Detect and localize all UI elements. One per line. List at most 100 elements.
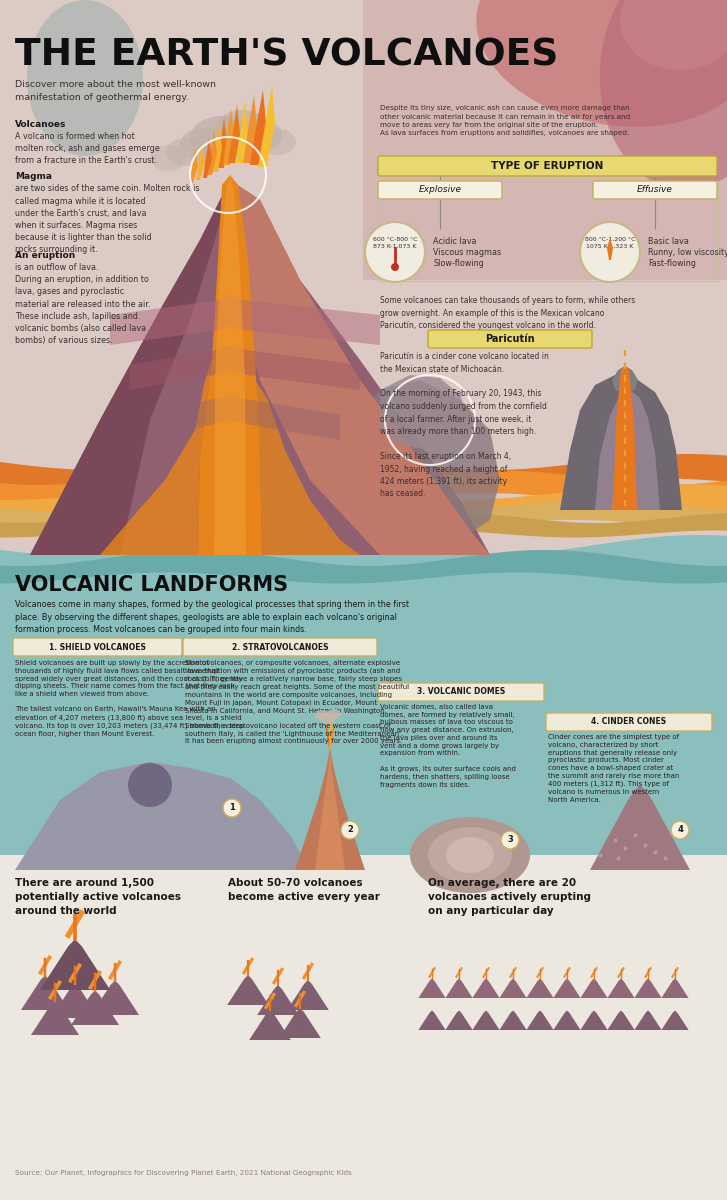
Text: 2: 2 xyxy=(347,826,353,834)
Text: On average, there are 20
volcanoes actively erupting
on any particular day: On average, there are 20 volcanoes activ… xyxy=(428,878,591,916)
Text: Some volcanoes can take thousands of years to form, while others
grow overnight.: Some volcanoes can take thousands of yea… xyxy=(380,296,635,330)
Polygon shape xyxy=(499,1010,526,1030)
Polygon shape xyxy=(198,175,262,554)
Text: VOLCANIC LANDFORMS: VOLCANIC LANDFORMS xyxy=(15,575,288,595)
Circle shape xyxy=(128,763,172,806)
Ellipse shape xyxy=(260,128,296,155)
Polygon shape xyxy=(612,480,614,510)
Polygon shape xyxy=(340,380,500,545)
Polygon shape xyxy=(203,138,212,178)
Circle shape xyxy=(391,263,399,271)
FancyBboxPatch shape xyxy=(428,330,592,348)
Polygon shape xyxy=(236,100,248,163)
Polygon shape xyxy=(0,565,727,880)
Polygon shape xyxy=(257,985,299,1015)
Text: Fast-flowing: Fast-flowing xyxy=(648,259,696,268)
Text: 3. VOLCANIC DOMES: 3. VOLCANIC DOMES xyxy=(417,688,505,696)
Polygon shape xyxy=(607,238,613,260)
Circle shape xyxy=(580,222,640,282)
Polygon shape xyxy=(30,180,230,554)
Polygon shape xyxy=(30,180,490,554)
Text: Cinder cones are the simplest type of
volcano, characterized by short
eruptions : Cinder cones are the simplest type of vo… xyxy=(548,734,680,803)
Ellipse shape xyxy=(27,0,143,156)
Polygon shape xyxy=(208,130,217,175)
Polygon shape xyxy=(51,984,99,1018)
FancyBboxPatch shape xyxy=(378,181,502,199)
Ellipse shape xyxy=(620,0,727,70)
Polygon shape xyxy=(218,118,227,168)
Polygon shape xyxy=(223,108,234,164)
Polygon shape xyxy=(40,940,111,990)
Text: 2. STRATOVOLCANOES: 2. STRATOVOLCANOES xyxy=(232,642,329,652)
Polygon shape xyxy=(526,1010,553,1030)
Polygon shape xyxy=(590,785,690,870)
Text: THE EARTH'S VOLCANOES: THE EARTH'S VOLCANOES xyxy=(15,38,558,74)
Text: Explosive: Explosive xyxy=(419,186,462,194)
Polygon shape xyxy=(635,978,662,998)
Polygon shape xyxy=(228,104,240,163)
Polygon shape xyxy=(15,762,310,870)
Polygon shape xyxy=(607,1010,635,1030)
Text: 4. CINDER CONES: 4. CINDER CONES xyxy=(592,718,667,726)
Text: 600 °C-800 °C
873 K-1,073 K: 600 °C-800 °C 873 K-1,073 K xyxy=(373,236,417,248)
Text: is an outflow of lava.
During an eruption, in addition to
lava, gases and pyrocl: is an outflow of lava. During an eruptio… xyxy=(15,263,150,346)
Polygon shape xyxy=(0,535,727,580)
Text: Slow-flowing: Slow-flowing xyxy=(433,259,483,268)
Polygon shape xyxy=(635,1010,662,1030)
FancyBboxPatch shape xyxy=(378,156,717,176)
Polygon shape xyxy=(130,346,360,390)
Polygon shape xyxy=(287,980,329,1010)
Polygon shape xyxy=(21,976,69,1010)
Polygon shape xyxy=(228,976,269,1006)
Polygon shape xyxy=(250,90,266,164)
Ellipse shape xyxy=(216,110,268,146)
Polygon shape xyxy=(150,395,340,440)
Polygon shape xyxy=(258,85,275,167)
Polygon shape xyxy=(100,360,212,554)
Text: 4: 4 xyxy=(677,826,683,834)
Polygon shape xyxy=(295,748,365,870)
Ellipse shape xyxy=(180,128,228,162)
FancyBboxPatch shape xyxy=(183,638,377,656)
Polygon shape xyxy=(279,1008,321,1038)
Polygon shape xyxy=(580,1010,608,1030)
Text: Acidic lava: Acidic lava xyxy=(433,236,476,246)
Polygon shape xyxy=(0,0,727,600)
Polygon shape xyxy=(613,366,637,510)
Polygon shape xyxy=(0,550,727,583)
Circle shape xyxy=(501,830,519,850)
Polygon shape xyxy=(213,122,222,172)
Polygon shape xyxy=(595,390,660,510)
Text: Despite its tiny size, volcanic ash can cause even more damage than
other volcan: Despite its tiny size, volcanic ash can … xyxy=(380,104,630,137)
Text: 3: 3 xyxy=(507,835,513,845)
Polygon shape xyxy=(363,0,727,280)
Polygon shape xyxy=(607,978,635,998)
Text: Discover more about the most well-known
manifestation of geothermal energy.: Discover more about the most well-known … xyxy=(15,80,216,102)
Ellipse shape xyxy=(600,0,727,190)
Ellipse shape xyxy=(320,712,336,724)
Polygon shape xyxy=(560,374,682,510)
Polygon shape xyxy=(553,1010,581,1030)
Text: 1. SHIELD VOLCANOES: 1. SHIELD VOLCANOES xyxy=(49,642,145,652)
FancyBboxPatch shape xyxy=(546,713,712,731)
Text: There are around 1,500
potentially active volcanoes
around the world: There are around 1,500 potentially activ… xyxy=(15,878,181,916)
Circle shape xyxy=(671,821,689,839)
Polygon shape xyxy=(214,175,246,554)
Polygon shape xyxy=(419,978,446,998)
Polygon shape xyxy=(0,500,727,528)
Ellipse shape xyxy=(428,827,512,883)
Ellipse shape xyxy=(238,119,282,151)
Polygon shape xyxy=(580,978,608,998)
Text: are two sides of the same coin. Molten rock is
called magma while it is located
: are two sides of the same coin. Molten r… xyxy=(15,185,199,254)
Polygon shape xyxy=(91,980,139,1015)
FancyBboxPatch shape xyxy=(13,638,182,656)
Text: Viscous magmas: Viscous magmas xyxy=(433,248,501,257)
Polygon shape xyxy=(473,1010,499,1030)
Polygon shape xyxy=(553,978,581,998)
Text: Shield volcanoes are built up slowly by the accretion of
thousands of highly flu: Shield volcanoes are built up slowly by … xyxy=(15,660,244,737)
Circle shape xyxy=(223,799,241,817)
Text: Stratovolcanoes, or composite volcanoes, alternate explosive
lava eruption with : Stratovolcanoes, or composite volcanoes,… xyxy=(185,660,409,744)
Polygon shape xyxy=(380,374,470,450)
Ellipse shape xyxy=(166,138,206,166)
Text: Magma: Magma xyxy=(15,173,52,181)
